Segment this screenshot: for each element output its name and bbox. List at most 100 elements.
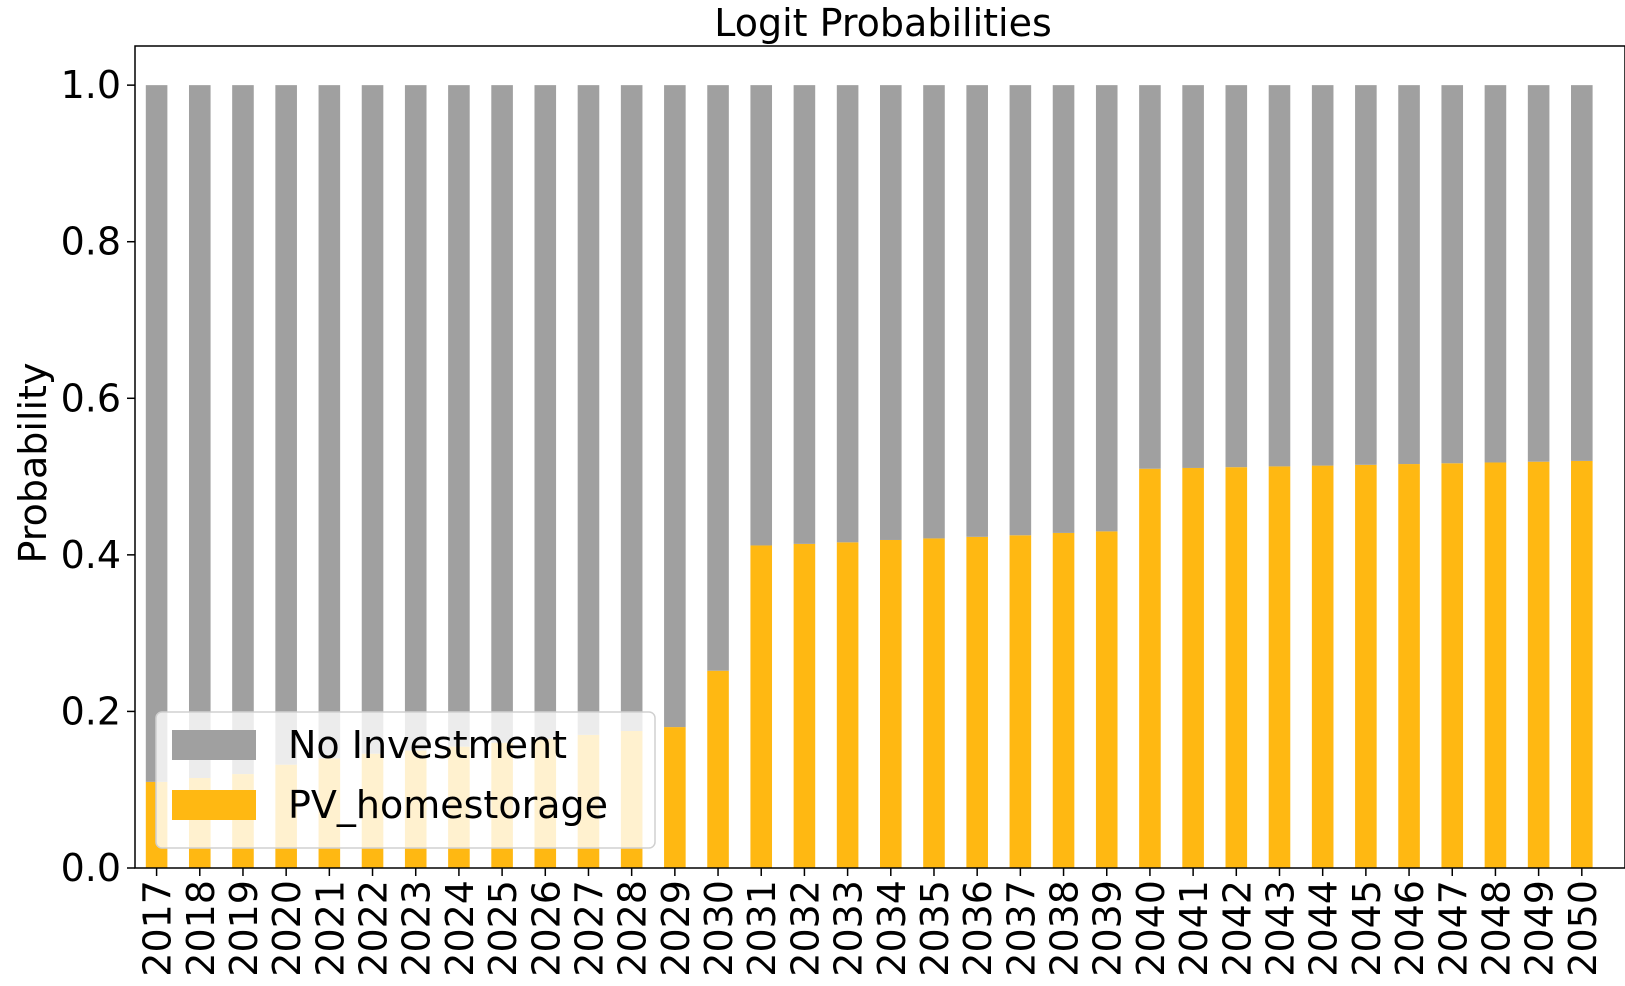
bar-pv-homestorage-2043: [1268, 466, 1291, 868]
x-tick-label-2019: 2019: [222, 880, 266, 977]
x-tick-label-2037: 2037: [999, 880, 1043, 977]
bar-no-investment-2050: [1571, 85, 1593, 461]
x-tick-label-2041: 2041: [1172, 880, 1216, 977]
y-axis-label: Probability: [11, 363, 55, 564]
bar-pv-homestorage-2039: [1095, 531, 1118, 868]
x-tick-label-2033: 2033: [827, 880, 871, 977]
x-tick-label-2049: 2049: [1518, 880, 1562, 977]
legend-swatch: [172, 790, 256, 820]
x-tick-label-2031: 2031: [740, 880, 784, 977]
bar-pv-homestorage-2038: [1052, 532, 1075, 868]
x-tick-label-2047: 2047: [1431, 880, 1475, 977]
legend-label: PV_homestorage: [288, 783, 608, 827]
bar-pv-homestorage-2031: [750, 545, 773, 868]
bar-no-investment-2035: [923, 85, 945, 539]
legend-swatch: [172, 730, 256, 760]
x-tick-label-2025: 2025: [481, 880, 525, 977]
x-tick-label-2017: 2017: [136, 880, 180, 977]
bar-pv-homestorage-2045: [1355, 464, 1377, 868]
x-tick-label-2024: 2024: [438, 880, 482, 977]
x-tick-label-2048: 2048: [1474, 880, 1518, 977]
y-tick-label: 0.6: [61, 376, 121, 420]
bar-no-investment-2017: [145, 85, 168, 782]
x-tick-label-2046: 2046: [1388, 880, 1432, 977]
x-tick-label-2020: 2020: [265, 880, 309, 977]
bar-no-investment-2040: [1139, 85, 1161, 469]
bar-pv-homestorage-2047: [1441, 463, 1464, 868]
bar-pv-homestorage-2030: [707, 670, 729, 868]
x-tick-label-2027: 2027: [567, 880, 611, 977]
bar-no-investment-2049: [1527, 85, 1550, 462]
bar-pv-homestorage-2041: [1182, 467, 1204, 868]
x-tick-label-2050: 2050: [1561, 880, 1605, 977]
bar-pv-homestorage-2040: [1139, 468, 1161, 868]
y-tick-label: 0.0: [61, 846, 121, 890]
bar-pv-homestorage-2029: [664, 727, 686, 868]
bar-no-investment-2018: [188, 85, 211, 778]
bar-pv-homestorage-2048: [1484, 462, 1507, 868]
y-tick-label: 0.2: [61, 689, 121, 733]
x-tick-label-2035: 2035: [913, 880, 957, 977]
legend: No Investment PV_homestorage: [155, 711, 656, 849]
bar-no-investment-2043: [1268, 85, 1291, 467]
x-tick-label-2029: 2029: [654, 880, 698, 977]
bar-no-investment-2033: [836, 85, 859, 543]
bar-no-investment-2031: [750, 85, 773, 546]
bar-no-investment-2036: [966, 85, 988, 537]
x-tick-label-2026: 2026: [524, 880, 568, 977]
bar-no-investment-2022: [361, 85, 384, 754]
bar-no-investment-2026: [534, 85, 557, 739]
bar-no-investment-2044: [1311, 85, 1334, 466]
x-tick-label-2039: 2039: [1086, 880, 1130, 977]
x-tick-label-2023: 2023: [395, 880, 439, 977]
bar-pv-homestorage-2032: [793, 543, 816, 868]
x-tick-label-2040: 2040: [1129, 880, 1173, 977]
bar-pv-homestorage-2046: [1398, 464, 1420, 868]
x-tick-label-2028: 2028: [611, 880, 655, 977]
bar-no-investment-2046: [1398, 85, 1420, 465]
bar-pv-homestorage-2044: [1311, 465, 1334, 868]
bar-no-investment-2042: [1225, 85, 1248, 468]
x-tick-label-2030: 2030: [697, 880, 741, 977]
bar-no-investment-2023: [404, 85, 427, 751]
bar-no-investment-2048: [1484, 85, 1507, 463]
x-tick-label-2042: 2042: [1215, 880, 1259, 977]
bar-pv-homestorage-2035: [923, 538, 945, 868]
bar-no-investment-2021: [318, 85, 341, 759]
x-tick-label-2034: 2034: [870, 880, 914, 977]
bar-no-investment-2030: [707, 85, 729, 671]
bar-no-investment-2032: [793, 85, 816, 544]
x-tick-label-2021: 2021: [308, 880, 352, 977]
plot-frame: [134, 45, 1625, 869]
y-tick-label: 1.0: [61, 63, 121, 107]
x-tick-label-2044: 2044: [1302, 880, 1346, 977]
bar-no-investment-2027: [577, 85, 600, 735]
x-tick-label-2018: 2018: [179, 880, 223, 977]
bar-no-investment-2041: [1182, 85, 1204, 468]
x-tick-label-2022: 2022: [352, 880, 396, 977]
bar-no-investment-2019: [232, 85, 254, 775]
x-axis: 2017 2018 2019 2020 2021 2022 2023 2024 2025 2026…: [136, 868, 1605, 977]
bar-no-investment-2047: [1441, 85, 1464, 464]
bar-pv-homestorage-2049: [1527, 461, 1550, 868]
bar-no-investment-2034: [880, 85, 902, 540]
bar-no-investment-2029: [664, 85, 686, 728]
x-tick-label-2045: 2045: [1345, 880, 1389, 977]
y-tick-label: 0.8: [61, 220, 121, 264]
legend-label: No Investment: [288, 723, 567, 767]
bar-pv-homestorage-2033: [836, 542, 859, 868]
bar-no-investment-2037: [1009, 85, 1032, 536]
bar-no-investment-2025: [491, 85, 513, 743]
bar-no-investment-2020: [275, 85, 297, 765]
bar-no-investment-2045: [1355, 85, 1377, 465]
x-tick-label-2038: 2038: [1043, 880, 1087, 977]
chart-title: Logit Probabilities: [714, 1, 1052, 45]
legend-box: [155, 711, 656, 849]
x-tick-label-2036: 2036: [956, 880, 1000, 977]
bar-no-investment-2039: [1095, 85, 1118, 532]
bar-pv-homestorage-2042: [1225, 467, 1248, 868]
bar-pv-homestorage-2037: [1009, 535, 1032, 868]
bar-no-investment-2028: [620, 85, 643, 731]
bar-no-investment-2024: [448, 85, 470, 747]
